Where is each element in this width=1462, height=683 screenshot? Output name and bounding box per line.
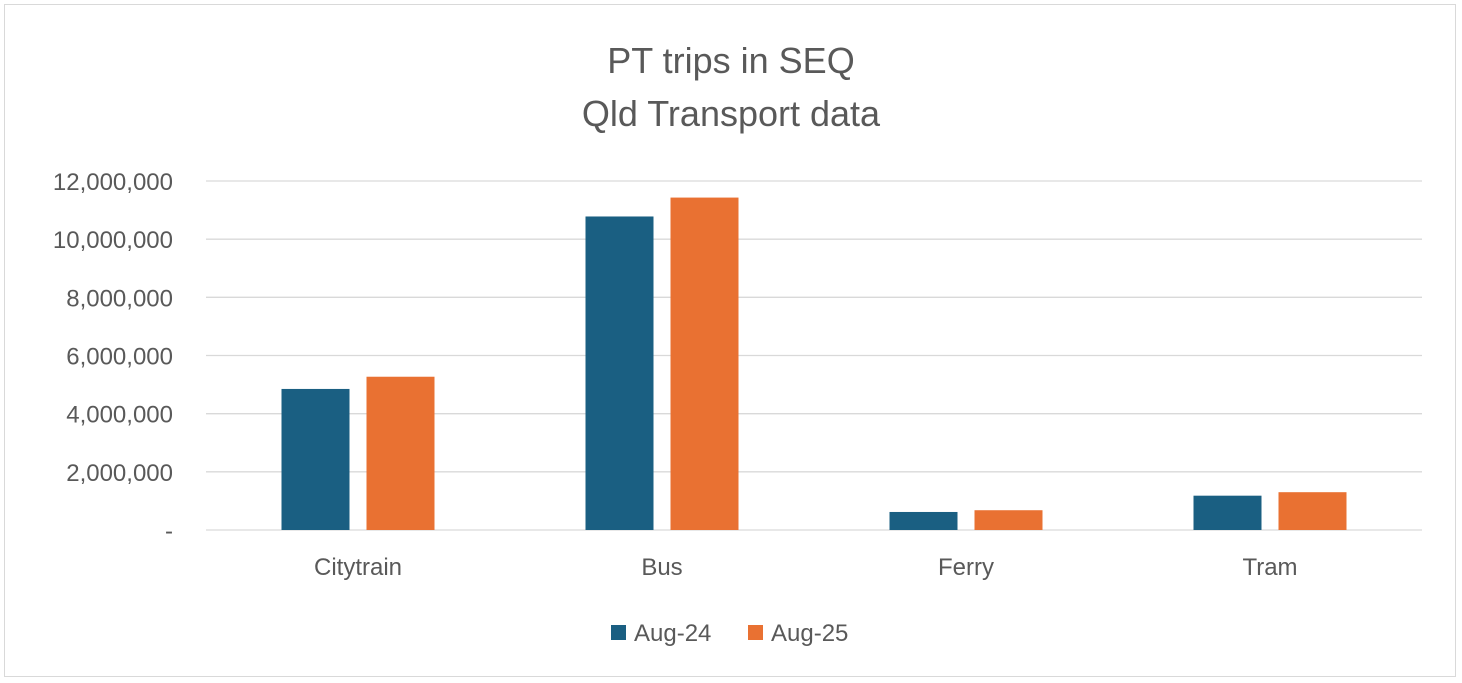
y-tick-label: 4,000,000: [66, 402, 173, 429]
x-category-label: Tram: [1242, 554, 1297, 581]
y-tick-label: 6,000,000: [66, 344, 173, 371]
x-axis-category-labels: Citytrain Bus Ferry Tram: [314, 554, 1298, 581]
bar-bus-aug-25: [670, 197, 739, 530]
bar-ferry-aug-25: [974, 510, 1043, 530]
legend-label: Aug-24: [634, 620, 711, 647]
y-axis-tick-labels: - 2,000,000 4,000,000 6,000,000 8,000,000 10,…: [53, 169, 173, 545]
bar-tram-aug-25: [1278, 492, 1347, 530]
y-tick-label: 8,000,000: [66, 285, 173, 312]
legend-swatch: [748, 625, 763, 640]
chart-title-line1: PT trips in SEQ: [607, 40, 854, 81]
legend-label: Aug-25: [771, 620, 848, 647]
legend: Aug-24 Aug-25: [611, 620, 848, 647]
bar-ferry-aug-24: [889, 511, 958, 530]
bars: [281, 197, 1347, 530]
bar-citytrain-aug-25: [366, 376, 435, 530]
bar-tram-aug-24: [1193, 495, 1262, 530]
chart-title-line2: Qld Transport data: [582, 93, 881, 134]
bar-citytrain-aug-24: [281, 388, 350, 530]
y-tick-label: -: [165, 518, 173, 545]
x-category-label: Ferry: [938, 554, 994, 581]
y-tick-label: 10,000,000: [53, 227, 173, 254]
y-tick-label: 12,000,000: [53, 169, 173, 196]
chart-area: PT trips in SEQ Qld Transport data - 2,00…: [4, 4, 1456, 677]
bar-chart: PT trips in SEQ Qld Transport data - 2,00…: [53, 40, 1422, 647]
x-category-label: Bus: [641, 554, 682, 581]
bar-bus-aug-24: [585, 216, 654, 530]
x-category-label: Citytrain: [314, 554, 402, 581]
y-tick-label: 2,000,000: [66, 460, 173, 487]
legend-swatch: [611, 625, 626, 640]
